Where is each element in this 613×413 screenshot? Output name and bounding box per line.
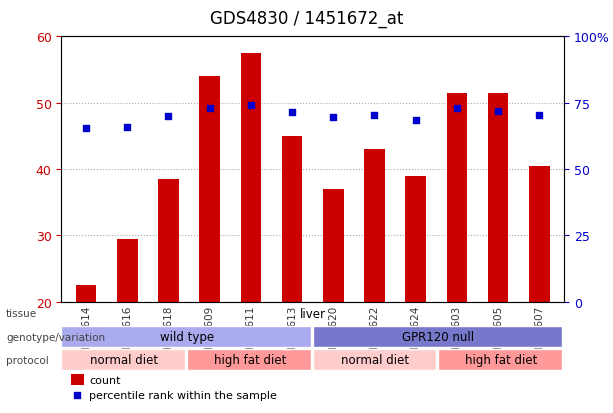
Bar bbox=[529, 166, 549, 302]
Text: genotype/variation: genotype/variation bbox=[6, 332, 105, 342]
Text: high fat diet: high fat diet bbox=[465, 354, 538, 366]
Text: count: count bbox=[89, 375, 120, 385]
Bar bbox=[76, 285, 96, 302]
Point bbox=[72, 392, 82, 398]
Text: GPR120 null: GPR120 null bbox=[402, 330, 474, 343]
Point bbox=[123, 124, 132, 131]
Text: GDS4830 / 1451672_at: GDS4830 / 1451672_at bbox=[210, 10, 403, 28]
Bar bbox=[282, 137, 302, 302]
FancyBboxPatch shape bbox=[313, 350, 436, 370]
Bar bbox=[117, 239, 137, 302]
Bar bbox=[488, 93, 508, 302]
Text: high fat diet: high fat diet bbox=[213, 354, 286, 366]
Text: percentile rank within the sample: percentile rank within the sample bbox=[89, 390, 277, 400]
Point bbox=[411, 117, 421, 124]
FancyBboxPatch shape bbox=[61, 350, 185, 370]
FancyBboxPatch shape bbox=[313, 326, 562, 347]
Point bbox=[287, 109, 297, 116]
Bar bbox=[323, 190, 343, 302]
Text: liver: liver bbox=[300, 307, 326, 320]
Point bbox=[205, 105, 215, 112]
Bar bbox=[71, 375, 84, 385]
Text: normal diet: normal diet bbox=[90, 354, 158, 366]
Point bbox=[493, 108, 503, 115]
Bar bbox=[446, 93, 467, 302]
Bar bbox=[240, 54, 261, 302]
Bar bbox=[158, 180, 179, 302]
Text: wild type: wild type bbox=[160, 330, 214, 343]
Point bbox=[535, 112, 544, 119]
Point bbox=[164, 113, 173, 120]
Point bbox=[329, 115, 338, 121]
Text: protocol: protocol bbox=[6, 355, 49, 365]
Point bbox=[81, 125, 91, 132]
FancyBboxPatch shape bbox=[61, 326, 311, 347]
FancyBboxPatch shape bbox=[187, 350, 311, 370]
Bar bbox=[364, 150, 385, 302]
FancyBboxPatch shape bbox=[438, 350, 562, 370]
Point bbox=[246, 103, 256, 109]
Point bbox=[370, 112, 379, 119]
Bar bbox=[405, 176, 426, 302]
Text: normal diet: normal diet bbox=[341, 354, 409, 366]
Bar bbox=[199, 77, 220, 302]
Text: tissue: tissue bbox=[6, 309, 37, 319]
Point bbox=[452, 105, 462, 112]
